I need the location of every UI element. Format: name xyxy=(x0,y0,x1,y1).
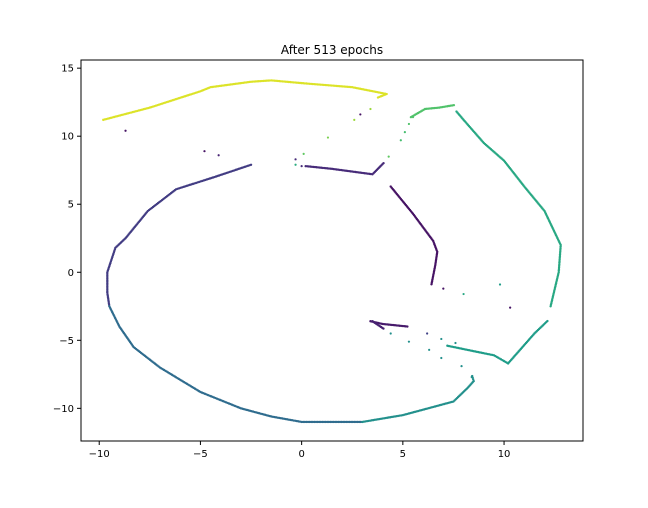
data-point xyxy=(300,165,303,168)
data-point xyxy=(452,103,456,107)
data-point xyxy=(442,287,445,290)
data-point xyxy=(460,365,463,368)
x-tick-label: 5 xyxy=(400,449,406,460)
data-point xyxy=(389,332,392,335)
data-point xyxy=(440,356,443,360)
data-point xyxy=(353,118,356,121)
y-tick-label: 5 xyxy=(68,200,74,211)
data-point xyxy=(382,327,385,330)
data-point xyxy=(326,136,330,139)
data-point xyxy=(376,96,380,99)
y-tick-label: 15 xyxy=(61,64,74,75)
data-point xyxy=(403,131,406,134)
data-point xyxy=(369,107,372,111)
data-point xyxy=(411,116,415,119)
y-axis: −10 −5 0 5 10 15 xyxy=(53,64,81,415)
data-point xyxy=(426,332,429,335)
x-tick-label: 0 xyxy=(298,449,304,460)
plot-marks xyxy=(102,79,562,424)
data-point xyxy=(462,292,465,296)
y-tick-label: −10 xyxy=(53,404,74,415)
data-point xyxy=(302,152,305,155)
data-point xyxy=(428,348,431,351)
data-point xyxy=(546,319,549,323)
data-point xyxy=(470,375,473,379)
x-axis: −10 −5 0 5 10 xyxy=(89,441,511,460)
data-point xyxy=(430,283,433,286)
x-tick-label: 10 xyxy=(498,449,511,460)
data-point xyxy=(359,113,362,116)
data-point xyxy=(454,341,457,345)
data-point xyxy=(399,139,402,142)
data-point xyxy=(387,155,390,158)
data-point xyxy=(124,129,127,132)
data-point xyxy=(203,150,206,153)
data-point xyxy=(440,337,443,341)
y-tick-label: 0 xyxy=(68,268,74,279)
chart-title: After 513 epochs xyxy=(281,43,383,57)
data-point xyxy=(294,158,297,161)
data-point xyxy=(294,163,297,166)
data-point xyxy=(509,306,512,309)
plot-frame xyxy=(80,59,584,442)
y-tick-label: −5 xyxy=(59,336,74,347)
data-point xyxy=(217,154,220,157)
x-tick-label: −10 xyxy=(89,449,110,460)
data-point xyxy=(498,283,502,286)
x-tick-label: −5 xyxy=(193,449,208,460)
data-point xyxy=(455,110,458,113)
data-point xyxy=(407,340,411,343)
data-point xyxy=(406,325,409,328)
y-tick-label: 10 xyxy=(61,132,74,143)
data-point xyxy=(407,122,411,126)
data-point xyxy=(382,161,385,165)
